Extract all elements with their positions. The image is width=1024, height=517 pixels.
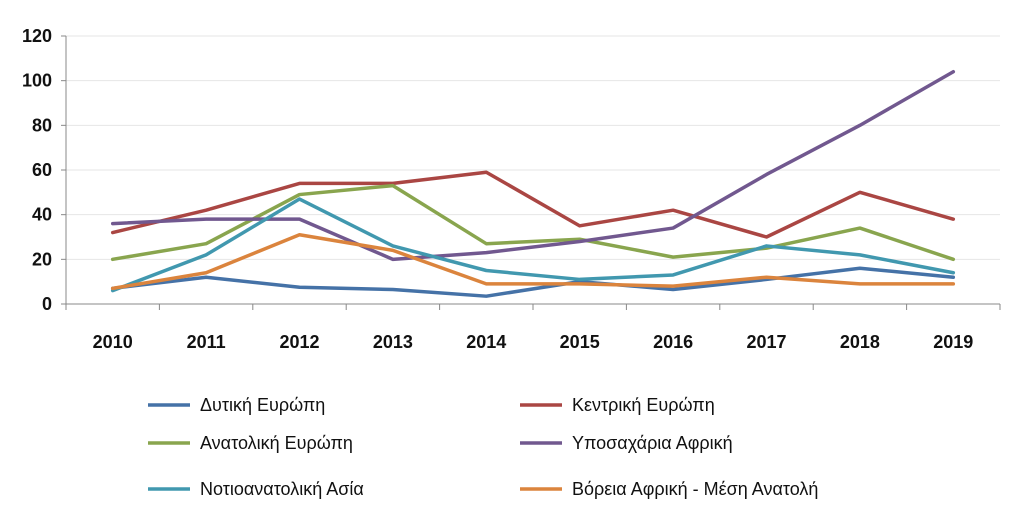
legend-label: Νοτιοανατολική Ασία: [200, 479, 364, 499]
x-tick-label: 2014: [466, 332, 506, 352]
legend-item-1: Κεντρική Ευρώπη: [520, 395, 715, 415]
legend-label: Βόρεια Αφρική - Μέση Ανατολή: [572, 479, 818, 499]
y-tick-label: 100: [22, 71, 52, 91]
legend: Δυτική Ευρώπη Κεντρική Ευρώπη Ανατολική Ευ…: [148, 395, 818, 499]
x-tick-label: 2011: [187, 332, 226, 352]
y-tick-label: 60: [32, 160, 52, 180]
series-line-4: [110, 197, 956, 293]
series-lines: [110, 69, 956, 298]
series-line-0: [110, 266, 956, 298]
series-line-1: [110, 170, 956, 239]
x-tick-label: 2013: [373, 332, 413, 352]
series-line-5: [110, 233, 956, 291]
x-tick-label: 2010: [93, 332, 133, 352]
y-tick-label: 80: [32, 115, 52, 135]
axes: 0 20 40 60 80 100 120 2010 2011 2012 2013 2014 2015 2…: [22, 26, 1001, 352]
legend-label: Κεντρική Ευρώπη: [572, 395, 715, 415]
y-tick-label: 120: [22, 26, 52, 46]
series-line-3: [110, 69, 956, 262]
legend-label: Ανατολική Ευρώπη: [200, 433, 353, 453]
x-tick-label: 2019: [933, 332, 973, 352]
legend-item-5: Βόρεια Αφρική - Μέση Ανατολή: [520, 479, 818, 499]
legend-item-2: Ανατολική Ευρώπη: [148, 433, 353, 453]
y-tick-label: 0: [42, 294, 52, 314]
x-tick-label: 2016: [653, 332, 693, 352]
x-tick-label: 2012: [279, 332, 319, 352]
legend-item-0: Δυτική Ευρώπη: [148, 395, 325, 415]
x-tick-label: 2015: [560, 332, 600, 352]
y-tick-label: 20: [32, 249, 52, 269]
legend-item-3: Υποσαχάρια Αφρική: [520, 433, 733, 453]
x-tick-label: 2018: [840, 332, 880, 352]
y-tick-label: 40: [32, 205, 52, 225]
legend-item-4: Νοτιοανατολική Ασία: [148, 479, 364, 499]
gridlines: [66, 35, 1000, 260]
legend-label: Δυτική Ευρώπη: [200, 395, 325, 415]
x-tick-label: 2017: [746, 332, 786, 352]
legend-label: Υποσαχάρια Αφρική: [572, 433, 733, 453]
